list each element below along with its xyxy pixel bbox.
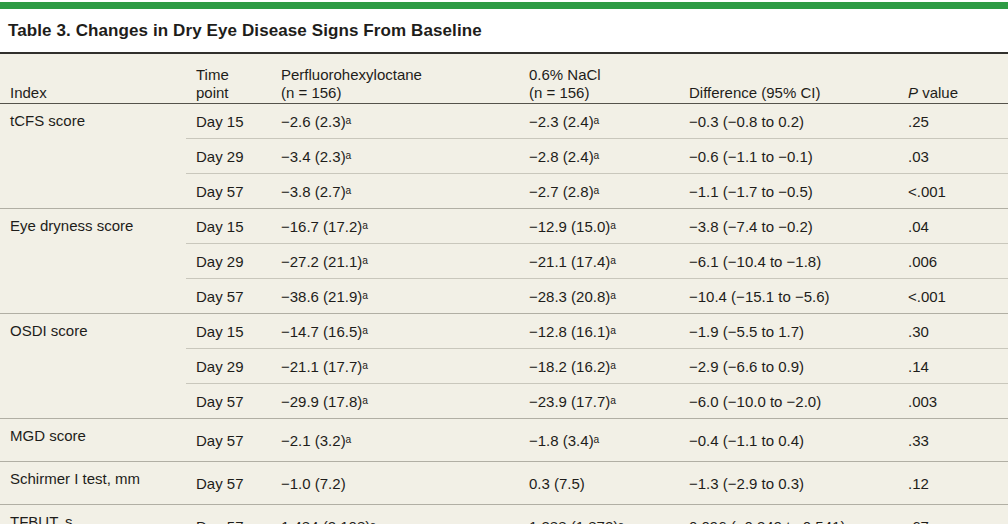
table-row: OSDI score Day 15 −14.7 (16.5)ᵃ −12.8 (1… <box>0 314 1008 349</box>
col-header-perfluorohexyloctane: Perfluorohexyloctane (n = 156) <box>271 53 519 104</box>
cell-drug-value: −14.7 (16.5)ᵃ <box>271 314 519 349</box>
cell-time-point: Day 29 <box>186 244 271 279</box>
cell-time-point: Day 57 <box>186 384 271 419</box>
cell-p-value: .33 <box>898 419 1008 462</box>
table-body: tCFS score Day 15 −2.6 (2.3)ᵃ −2.3 (2.4)… <box>0 104 1008 524</box>
table-row: tCFS score Day 15 −2.6 (2.3)ᵃ −2.3 (2.4)… <box>0 104 1008 139</box>
cell-p-value: <.001 <box>898 174 1008 209</box>
cell-time-point: Day 57 <box>186 505 271 524</box>
cell-index: OSDI score <box>0 314 186 419</box>
cell-time-point: Day 15 <box>186 104 271 139</box>
col-header-nacl-line1: 0.6% NaCl <box>529 66 673 85</box>
cell-index: Eye dryness score <box>0 209 186 314</box>
cell-difference: −6.0 (−10.0 to −2.0) <box>679 384 898 419</box>
col-header-drug-line2: (n = 156) <box>281 84 513 103</box>
col-header-nacl-line2: (n = 156) <box>529 84 673 103</box>
cell-nacl-value: −23.9 (17.7)ᵃ <box>519 384 679 419</box>
col-header-index: Index <box>0 53 186 104</box>
cell-drug-value: −3.8 (2.7)ᵃ <box>271 174 519 209</box>
col-header-time-point: Time point <box>186 53 271 104</box>
cell-difference: −0.4 (−1.1 to 0.4) <box>679 419 898 462</box>
cell-difference: −3.8 (−7.4 to −0.2) <box>679 209 898 244</box>
table-row: TFBUT, s Day 57 1.484 (2.108)ᵃ 1.388 (1.… <box>0 505 1008 524</box>
cell-drug-value: −21.1 (17.7)ᵃ <box>271 349 519 384</box>
cell-index: TFBUT, s <box>0 505 186 524</box>
cell-time-point: Day 57 <box>186 462 271 505</box>
cell-nacl-value: −18.2 (16.2)ᵃ <box>519 349 679 384</box>
green-accent-bar <box>0 2 1008 9</box>
cell-index: tCFS score <box>0 104 186 209</box>
cell-drug-value: −1.0 (7.2) <box>271 462 519 505</box>
cell-nacl-value: −2.7 (2.8)ᵃ <box>519 174 679 209</box>
cell-difference: −1.3 (−2.9 to 0.3) <box>679 462 898 505</box>
cell-time-point: Day 29 <box>186 139 271 174</box>
cell-p-value: .03 <box>898 139 1008 174</box>
cell-p-value: .67 <box>898 505 1008 524</box>
cell-difference: −0.6 (−1.1 to −0.1) <box>679 139 898 174</box>
table-row: MGD score Day 57 −2.1 (3.2)ᵃ −1.8 (3.4)ᵃ… <box>0 419 1008 462</box>
cell-drug-value: −29.9 (17.8)ᵃ <box>271 384 519 419</box>
cell-p-value: .25 <box>898 104 1008 139</box>
col-header-p-value: P value <box>898 53 1008 104</box>
cell-drug-value: 1.484 (2.108)ᵃ <box>271 505 519 524</box>
cell-difference: −10.4 (−15.1 to −5.6) <box>679 279 898 314</box>
cell-time-point: Day 57 <box>186 174 271 209</box>
cell-p-value: .006 <box>898 244 1008 279</box>
col-header-time-line2: point <box>196 84 265 103</box>
cell-drug-value: −3.4 (2.3)ᵃ <box>271 139 519 174</box>
cell-p-value: .04 <box>898 209 1008 244</box>
cell-p-value: <.001 <box>898 279 1008 314</box>
cell-time-point: Day 57 <box>186 419 271 462</box>
cell-p-value: .003 <box>898 384 1008 419</box>
cell-difference: −1.1 (−1.7 to −0.5) <box>679 174 898 209</box>
cell-nacl-value: −12.9 (15.0)ᵃ <box>519 209 679 244</box>
cell-drug-value: −27.2 (21.1)ᵃ <box>271 244 519 279</box>
cell-index: Schirmer I test, mm <box>0 462 186 505</box>
table-row: Eye dryness score Day 15 −16.7 (17.2)ᵃ −… <box>0 209 1008 244</box>
cell-nacl-value: −2.3 (2.4)ᵃ <box>519 104 679 139</box>
cell-drug-value: −2.6 (2.3)ᵃ <box>271 104 519 139</box>
cell-time-point: Day 57 <box>186 279 271 314</box>
cell-nacl-value: 1.388 (1.872)ᵃ <box>519 505 679 524</box>
cell-nacl-value: 0.3 (7.5) <box>519 462 679 505</box>
cell-time-point: Day 29 <box>186 349 271 384</box>
cell-time-point: Day 15 <box>186 314 271 349</box>
cell-difference: −6.1 (−10.4 to −1.8) <box>679 244 898 279</box>
header-row: Index Time point Perfluorohexyloctane (n… <box>0 53 1008 104</box>
cell-difference: −1.9 (−5.5 to 1.7) <box>679 314 898 349</box>
cell-drug-value: −16.7 (17.2)ᵃ <box>271 209 519 244</box>
cell-p-value: .30 <box>898 314 1008 349</box>
table-header: Index Time point Perfluorohexyloctane (n… <box>0 53 1008 104</box>
cell-difference: −0.3 (−0.8 to 0.2) <box>679 104 898 139</box>
dry-eye-signs-table: Index Time point Perfluorohexyloctane (n… <box>0 52 1008 524</box>
p-value-italic-p: P <box>908 84 918 101</box>
table-title: Table 3. Changes in Dry Eye Disease Sign… <box>0 9 1008 52</box>
cell-nacl-value: −12.8 (16.1)ᵃ <box>519 314 679 349</box>
cell-nacl-value: −28.3 (20.8)ᵃ <box>519 279 679 314</box>
cell-index: MGD score <box>0 419 186 462</box>
cell-difference: 0.096 (−0.349 to 0.541) <box>679 505 898 524</box>
cell-drug-value: −38.6 (21.9)ᵃ <box>271 279 519 314</box>
cell-difference: −2.9 (−6.6 to 0.9) <box>679 349 898 384</box>
cell-nacl-value: −21.1 (17.4)ᵃ <box>519 244 679 279</box>
cell-p-value: .12 <box>898 462 1008 505</box>
cell-nacl-value: −1.8 (3.4)ᵃ <box>519 419 679 462</box>
cell-drug-value: −2.1 (3.2)ᵃ <box>271 419 519 462</box>
col-header-drug-line1: Perfluorohexyloctane <box>281 66 513 85</box>
table-row: Schirmer I test, mm Day 57 −1.0 (7.2) 0.… <box>0 462 1008 505</box>
cell-time-point: Day 15 <box>186 209 271 244</box>
col-header-difference: Difference (95% CI) <box>679 53 898 104</box>
col-header-nacl: 0.6% NaCl (n = 156) <box>519 53 679 104</box>
p-value-rest: value <box>918 84 958 101</box>
cell-p-value: .14 <box>898 349 1008 384</box>
col-header-time-line1: Time <box>196 66 265 85</box>
cell-nacl-value: −2.8 (2.4)ᵃ <box>519 139 679 174</box>
